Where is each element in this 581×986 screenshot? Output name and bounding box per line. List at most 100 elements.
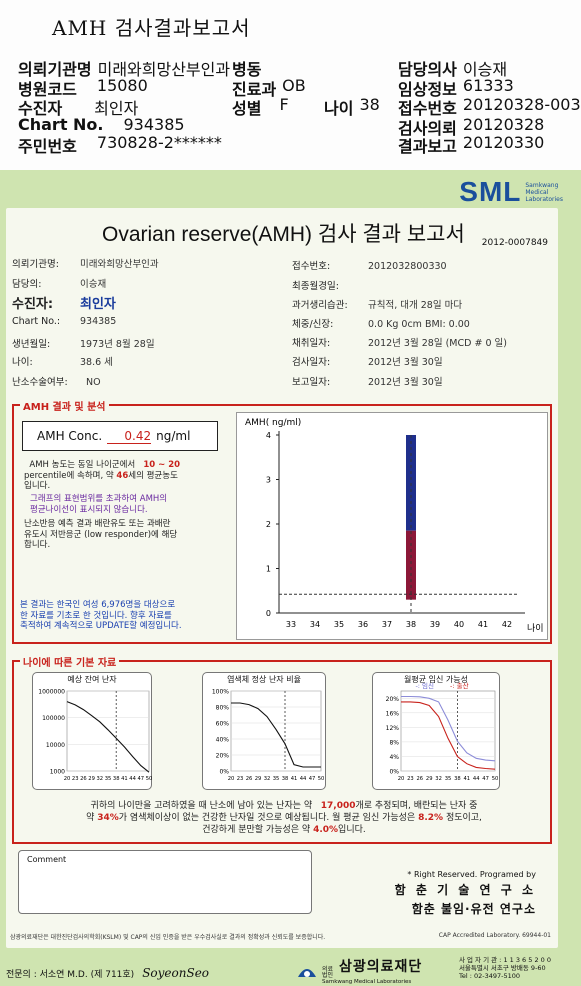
- x-tick-label: 23: [237, 776, 244, 782]
- x-tick-label: 32: [96, 776, 103, 782]
- chart-no-row: Chart No. 934385: [18, 115, 185, 134]
- range-bar-upper: [406, 435, 416, 531]
- normal-chromosome-title: 염색체 정상 난자 비율: [227, 675, 301, 684]
- y-tick-label: 20%: [216, 753, 230, 760]
- x-tick-label: 41: [463, 776, 470, 782]
- x-tick-label: 32: [264, 776, 271, 782]
- sml-subtitle: Samkwang Medical Laboratories: [525, 181, 563, 203]
- x-tick-label: 47: [309, 776, 316, 782]
- report-title: Ovarian reserve(AMH) 검사 결과 보고서: [102, 223, 465, 246]
- amh-conc-box: AMH Conc. 0.42 ng/ml: [22, 421, 218, 451]
- doctor-row: 담당의사 이승재: [398, 60, 508, 79]
- y-tick-label: 4: [266, 431, 271, 440]
- x-tick-label: 40: [454, 620, 464, 629]
- pregnancy-chance-chart: 월평균 임신 가능성 20% 16% 12% 8% 4% 0% 20 23 26 29 32 35 38…: [372, 672, 500, 790]
- info-patient: 수진자: 최인자: [12, 297, 116, 312]
- x-tick-label: 38: [406, 620, 416, 629]
- summary-text: 귀하의 나이만을 고려하였을 때 난소에 남아 있는 난자는 약 17,000개…: [86, 801, 482, 835]
- ward-row: 병동: [232, 60, 262, 79]
- x-tick-label: 29: [426, 776, 433, 782]
- x-tick-label: 20: [64, 776, 71, 782]
- clinical-info-row: 임상정보 61333: [398, 76, 514, 99]
- x-tick-label: 44: [129, 776, 136, 782]
- remaining-eggs-chart: 예상 잔여 난자 1000000 100000 10000 1000 20 23 26 29 3…: [32, 672, 152, 790]
- dept-row: 진료과 OB: [232, 76, 306, 99]
- x-tick-label: 35: [334, 620, 344, 629]
- y-tick-label: 20%: [386, 696, 400, 703]
- dataset-note-text: 본 결과는 한국인 여성 6,976명을 대상으로 한 자료를 기초로 한 것입…: [20, 600, 182, 631]
- patient-row: 수진자 최인자: [18, 99, 139, 118]
- certification-note: 삼광의료재단은 대한진단검사의학회(KSLM) 및 CAP의 신임 인증을 받은…: [10, 934, 326, 941]
- info-cycle-habit: 과거생리습관: 규칙적, 대개 28일 마다: [292, 300, 463, 311]
- x-tick-label: 20: [398, 776, 405, 782]
- x-tick-label: 38: [282, 776, 289, 782]
- series-line: [401, 701, 496, 770]
- y-tick-label: 1000: [50, 769, 65, 776]
- info-clinic: 의뢰기관명: 미래와희망산부인과: [12, 259, 159, 270]
- referring-clinic-row: 의뢰기관명 미래와희망산부인과: [18, 60, 231, 79]
- y-tick-label: 8%: [389, 739, 399, 746]
- request-date-row: 검사의뢰 20120328: [398, 115, 545, 138]
- cover-title: AMH 검사결과보고서: [52, 16, 251, 40]
- y-tick-label: 4%: [389, 754, 399, 761]
- y-tick-label: 16%: [386, 710, 400, 717]
- range-bar-lower: [406, 530, 416, 600]
- institute-name-1: 함 춘 기 술 연 구 소: [394, 883, 536, 897]
- x-tick-label: 36: [358, 620, 368, 629]
- series-line: [66, 701, 150, 773]
- foundation-address: 사 업 자 기 관 : 1 1 3 6 5 2 0 0 서울특별시 서초구 방배…: [458, 956, 551, 980]
- y-tick-label: 3: [266, 476, 271, 485]
- comment-box: Comment: [18, 850, 312, 914]
- x-tick-label: 34: [310, 620, 320, 629]
- x-tick-label: 20: [228, 776, 235, 782]
- x-tick-label: 23: [72, 776, 79, 782]
- footer: 전문의 : 서소연 M.D. (제 711호) SoyeonSeo 의료법인 삼광…: [0, 950, 581, 986]
- y-tick-label: 0%: [389, 769, 399, 776]
- x-tick-label: 29: [88, 776, 95, 782]
- hospital-code-row: 병원코드 15080: [18, 76, 148, 99]
- x-tick-label: 35: [105, 776, 112, 782]
- y-tick-label: 40%: [216, 737, 230, 744]
- sml-brand: SML Samkwang Medical Laboratories: [459, 176, 563, 208]
- section-label-age: 나이에 따른 기본 자료: [20, 654, 120, 669]
- x-tick-label: 47: [482, 776, 489, 782]
- foundation-emblem-icon: [298, 968, 316, 977]
- info-test-date: 검사일자: 2012년 3월 30일: [292, 357, 443, 368]
- amh-conc-value: 0.42: [107, 429, 152, 444]
- y-axis-label: AMH( ng/ml): [245, 418, 301, 428]
- x-tick-label: 23: [407, 776, 414, 782]
- report-date-row: 결과보고 20120330: [398, 133, 545, 156]
- report-number: 2012-0007849: [481, 238, 548, 248]
- y-tick-label: 60%: [216, 721, 230, 728]
- legend-item: -: 출산: [450, 681, 469, 690]
- pregnancy-chance-title: 월평균 임신 가능성: [404, 675, 468, 684]
- y-tick-label: 0: [266, 609, 271, 618]
- x-tick-label: 39: [430, 620, 440, 629]
- info-collection-date: 채취일자: 2012년 3월 28일 (MCD # 0 일): [292, 338, 507, 349]
- sex-row: 성별 F: [232, 95, 289, 118]
- series-line: [401, 695, 496, 762]
- sml-logo: SML: [459, 176, 522, 207]
- cover-header: AMH 검사결과보고서 의뢰기관명 미래와희망산부인과 병원코드 15080 수진자…: [0, 0, 581, 170]
- info-doctor: 담당의: 이승재: [12, 279, 107, 290]
- x-tick-label: 37: [382, 620, 392, 629]
- x-tick-label: 29: [255, 776, 262, 782]
- range-exceeded-text: 그래프의 표현범위를 초과하여 AMH의 평균나이선이 표시되지 않습니다.: [30, 494, 168, 515]
- age-row: 나이 38: [324, 95, 380, 118]
- y-tick-label: 1000000: [38, 689, 65, 696]
- institute-name-2: 함춘 불임·유전 연구소: [411, 902, 536, 916]
- x-tick-label: 41: [291, 776, 298, 782]
- info-last-period: 최종월경일:: [292, 281, 339, 292]
- y-tick-label: 1: [266, 565, 271, 574]
- x-tick-label: 35: [445, 776, 452, 782]
- info-report-date: 보고일자: 2012년 3월 30일: [292, 377, 443, 388]
- x-tick-label: 26: [246, 776, 253, 782]
- plot-area: [400, 690, 496, 772]
- x-axis-label: 나이: [527, 623, 544, 634]
- y-tick-label: 100000: [42, 715, 65, 722]
- remaining-eggs-title: 예상 잔여 난자: [67, 675, 117, 684]
- x-tick-label: 32: [435, 776, 442, 782]
- x-tick-label: 50: [492, 776, 499, 782]
- y-tick-label: 2: [266, 520, 271, 529]
- plot-area: [230, 690, 322, 772]
